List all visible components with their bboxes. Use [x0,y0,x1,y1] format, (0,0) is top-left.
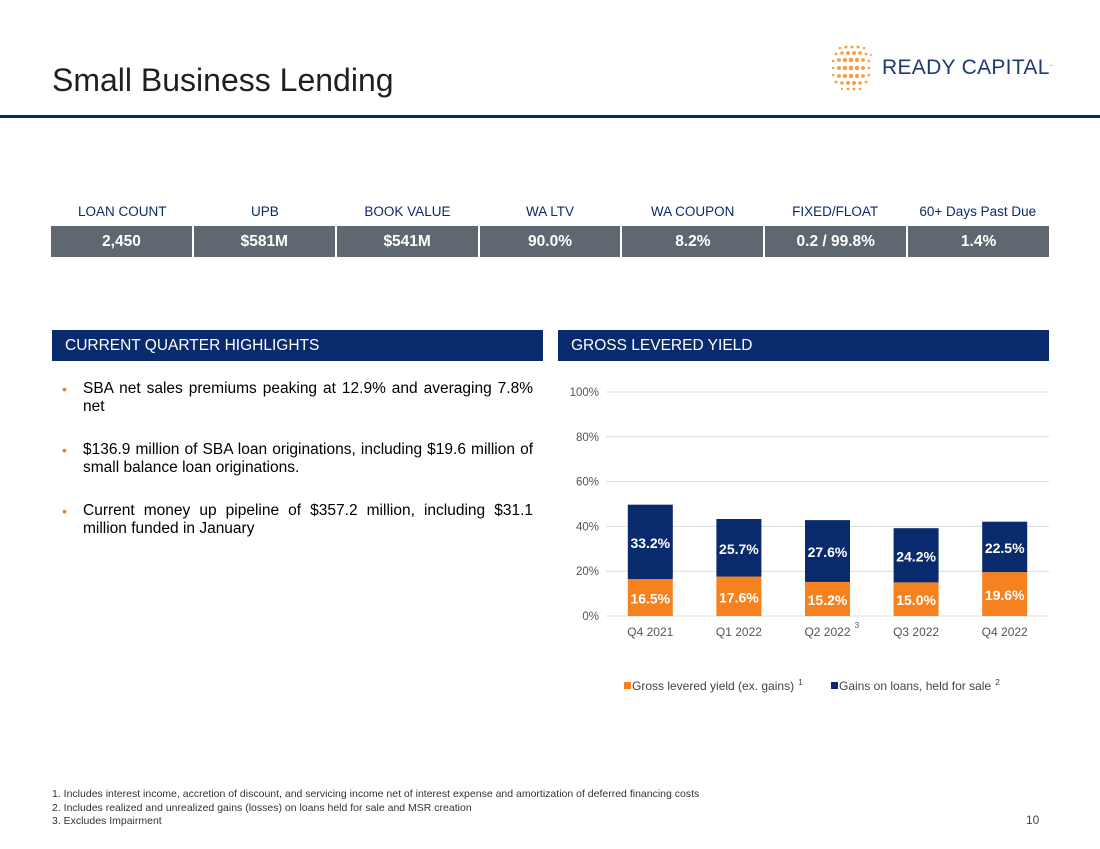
stat-value-wa-coupon: 8.2% [620,226,764,257]
bar-segment [893,528,939,583]
loan-stats-table: LOAN COUNT UPB BOOK VALUE WA LTV WA COUP… [51,196,1050,257]
dot-grid-logo-icon [831,45,872,91]
legend-superscript: 1 [798,677,803,687]
list-item: • $136.9 million of SBA loan originations… [62,441,533,476]
legend-label: Gains on loans, held for sale [839,679,991,693]
bar-segment [893,582,939,616]
bar-segment [716,519,762,577]
x-tick-superscript: 3 [855,620,860,630]
title-divider [0,115,1100,118]
x-tick-label: Q3 2022 [893,625,939,639]
stat-value-fixed-float: 0.2 / 99.8% [763,226,907,257]
y-tick-label: 0% [582,611,599,623]
data-label: 17.6% [719,589,759,605]
data-label: 33.2% [630,535,670,551]
highlights-heading: CURRENT QUARTER HIGHLIGHTS [52,330,543,361]
stat-header-loan-count: LOAN COUNT [78,203,167,219]
bullet-icon: • [62,381,67,397]
page-title: Small Business Lending [52,62,394,98]
highlights-list: • SBA net sales premiums peaking at 12.9%… [62,380,533,563]
bar-segment [627,504,673,580]
stat-value-wa-ltv: 90.0% [477,226,621,257]
bullet-icon: • [62,442,67,458]
footnotes: 1. Includes interest income, accretion o… [52,788,699,829]
stat-value-past-due: 1.4% [906,226,1050,257]
data-label: 16.5% [630,591,670,607]
list-item: • Current money up pipeline of $357.2 mil… [62,502,533,537]
stat-value-upb: $581M [191,226,335,257]
stat-header-wa-coupon: WA COUPON [650,203,735,219]
footnote-2: 2. Includes realized and unrealized gain… [52,801,472,814]
yield-heading: GROSS LEVERED YIELD [558,330,1049,361]
legend-superscript: 2 [995,677,1000,687]
footnote-1: 1. Includes interest income, accretion o… [52,788,700,800]
bar-segment [627,579,673,616]
bar-segment [716,576,762,616]
data-label: 15.0% [896,592,936,608]
stat-header-book-value: BOOK VALUE [364,203,451,219]
data-label: 22.5% [985,540,1025,556]
gross-levered-yield-chart: 0% 20% 40% 60% 80% 100% 16.5% 33.2% Q4 2021 17.6%… [570,387,1049,693]
y-tick-label: 100% [570,387,599,399]
legend-label: Gross levered yield (ex. gains) [632,679,794,693]
y-tick-label: 60% [576,477,599,489]
y-tick-label: 20% [576,566,599,578]
footnote-3: 3. Excludes Impairment [52,815,162,827]
data-label: 15.2% [808,592,848,608]
stat-value-book-value: $541M [334,226,478,257]
ready-capital-logo: READY CAPITAL. [828,44,1053,92]
x-tick-label: Q2 2022 [804,625,850,639]
data-label: 25.7% [719,541,759,557]
data-label: 19.6% [985,587,1025,603]
stats-header-row: LOAN COUNT UPB BOOK VALUE WA LTV WA COUP… [51,196,1049,226]
y-tick-label: 40% [576,521,599,533]
page-number: 10 [1026,813,1040,827]
legend-swatch [831,682,838,689]
bar-segment [982,572,1028,616]
stat-value-loan-count: 2,450 [51,226,192,257]
logo-text: READY CAPITAL. [882,56,1053,79]
bar-segment [805,581,850,616]
bar-segment [805,520,850,582]
bar-segment [982,521,1028,573]
stats-value-row: 2,450 $581M $541M 90.0% 8.2% 0.2 / 99.8%… [51,226,1050,257]
x-tick-label: Q1 2022 [716,625,762,639]
x-tick-label: Q4 2022 [982,625,1028,639]
stat-header-wa-ltv: WA LTV [526,203,575,219]
x-tick-label: Q4 2021 [627,625,673,639]
bullet-icon: • [62,503,67,519]
legend-swatch [624,682,631,689]
stat-header-fixed-float: FIXED/FLOAT [792,203,879,219]
list-item: • SBA net sales premiums peaking at 12.9%… [62,380,533,415]
y-tick-label: 80% [576,432,599,444]
data-label: 27.6% [808,544,848,560]
stat-header-past-due: 60+ Days Past Due [919,203,1037,219]
stat-header-upb: UPB [250,203,279,219]
data-label: 24.2% [896,548,936,564]
